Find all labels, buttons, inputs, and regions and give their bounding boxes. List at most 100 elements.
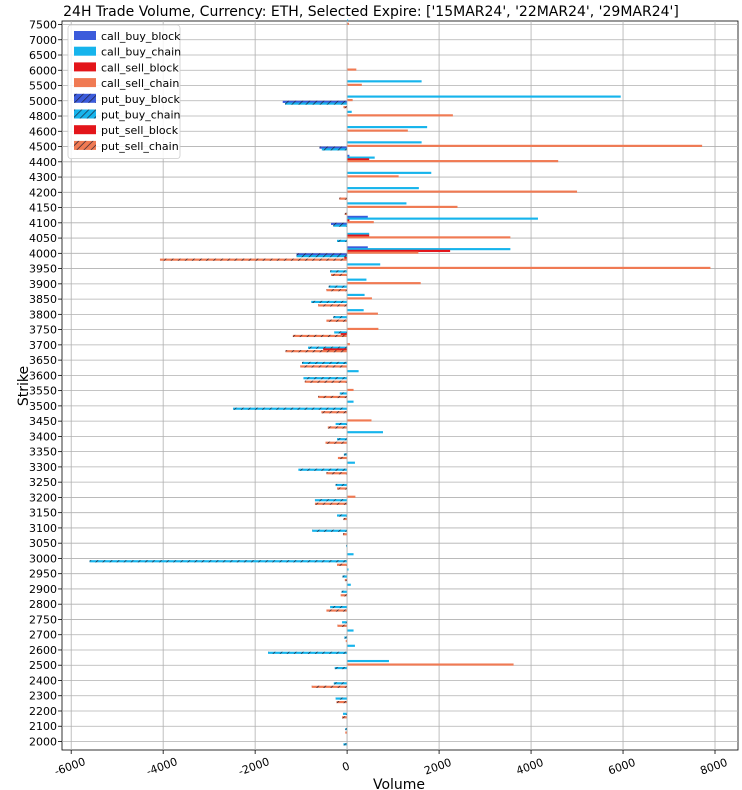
legend-label-put_buy_chain: put_buy_chain [101,109,181,122]
bar-call_sell_chain [347,266,711,269]
bar-hatch-put_sell_chain [325,441,348,444]
bar-hatch-put_sell_chain [336,487,348,490]
y-tick-label: 3650 [29,354,57,367]
bar-hatch-put_sell_chain [336,563,348,566]
bar-call_buy_chain [347,248,511,251]
bar-call_buy_chain [347,187,419,190]
legend-label-call_sell_chain: call_sell_chain [101,77,179,90]
bar-hatch-put_buy_chain [333,682,348,685]
legend: call_buy_block call_buy_chain call_sell_bl… [67,24,181,160]
bar-hatch-put_buy_chain [343,743,348,746]
y-tick-label: 2500 [29,659,57,672]
bar-hatch-put_sell_chain [326,609,348,612]
bar-call_buy_chain [347,400,354,403]
bar-hatch-put_buy_block [331,222,348,225]
x-tick-label: -6000 [53,755,87,778]
bar-hatch-put_buy_chain [311,300,348,304]
bar-hatch-put_buy_chain [312,529,348,532]
bar-hatch-put_buy_chain [328,285,348,288]
legend-swatch-call_buy_block [74,31,96,40]
bar-hatch-put_buy_chain [308,346,348,349]
bar-hatch-put_buy_chain [335,697,348,700]
bar-hatch-put_buy_chain [335,422,348,426]
x-tick-label: 8000 [698,756,729,778]
bar-call_sell_chain [347,221,374,224]
y-tick-label: 6500 [29,49,57,62]
bar-call_sell_block [347,234,370,237]
bar-call_sell_chain [347,68,357,71]
bar-call_sell_block [347,219,350,222]
bar-call_buy_chain [347,141,422,144]
y-tick-label: 3150 [29,507,57,520]
y-tick-label: 3500 [29,400,57,413]
y-tick-label: 5500 [29,80,57,93]
legend-label-call_buy_chain: call_buy_chain [101,46,181,59]
y-tick-label: 4100 [29,217,57,230]
bar-call_buy_chain [347,568,349,571]
legend-swatch-call_sell_block [74,62,96,72]
bar-call_sell_chain [347,343,350,346]
bar-hatch-put_sell_chain [311,685,348,688]
legend-label-put_sell_chain: put_sell_chain [101,140,179,153]
y-tick-label: 4500 [29,141,57,154]
bar-hatch-put_sell_chain [337,624,348,627]
y-tick-label: 4050 [29,232,57,245]
bar-call_buy_chain [347,171,432,174]
bar-hatch-put_sell_chain [344,212,348,215]
x-tick-label: 2000 [423,756,454,778]
bar-call_buy_block [347,154,350,157]
y-tick-label: 4400 [29,156,57,169]
bar-call_sell_chain [347,251,419,254]
chart-title: 24H Trade Volume, Currency: ETH, Selecte… [63,4,679,20]
bar-call_sell_chain [347,327,379,331]
bar-call_buy_chain [347,263,381,266]
bar-hatch-put_sell_chain [318,395,348,399]
bar-hatch-put_sell_chain [327,426,348,429]
y-tick-label: 7000 [29,34,57,47]
bar-hatch-put_buy_chain [89,560,348,563]
bar-call_sell_block [347,158,370,161]
bar-hatch-put_sell_chain [337,456,348,460]
bar-call_sell_chain [347,160,559,163]
bar-hatch-put_buy_chain [233,407,348,410]
bar-hatch-put_sell_chain [344,578,348,582]
bar-hatch-put_sell_chain [318,304,348,307]
bar-hatch-put_sell_chain [340,594,348,597]
bar-hatch-put_buy_block [282,100,348,103]
bar-hatch-put_buy_chain [285,102,348,105]
y-tick-label: 2000 [29,736,57,749]
bar-hatch-put_sell_chain [326,289,348,292]
bar-hatch-put_sell_chain [314,502,348,505]
bar-hatch-put_buy_chain [345,727,348,731]
y-tick-label: 2600 [29,644,57,657]
x-axis-label: Volume [373,777,425,790]
legend-label-put_sell_block: put_sell_block [101,124,179,137]
bar-call_sell_chain [347,190,578,193]
y-tick-label: 3200 [29,491,57,504]
x-tick-label: 6000 [606,756,637,778]
y-tick-label: 3550 [29,385,57,398]
y-tick-label: 2400 [29,674,57,687]
bar-hatch-put_buy_chain [314,499,348,502]
x-tick-label: 4000 [514,756,545,778]
bar-call_sell_chain [347,495,356,498]
bar-hatch-put_sell_chain [345,731,348,734]
bar-call_sell_chain [347,663,514,666]
y-tick-label: 4000 [29,247,57,260]
bar-hatch-put_buy_chain [334,666,348,670]
bar-put_sell_block [323,348,348,351]
bar-hatch-put_buy_chain [339,392,348,395]
bar-call_buy_chain [347,431,383,434]
legend-label-call_buy_block: call_buy_block [101,30,181,43]
bar-hatch-put_sell_chain [326,319,348,322]
bar-call_sell_chain [347,83,362,86]
plot-area: -6000 -4000 -2000 0 2000 4000 6000 8000 7500 7000… [29,19,739,778]
y-tick-label: 4800 [29,110,57,123]
y-tick-label: 2900 [29,583,57,596]
y-tick-label: 2800 [29,598,57,611]
y-tick-label: 3950 [29,263,57,276]
bar-call_sell_chain [347,99,353,102]
bar-hatch-put_sell_chain [326,472,348,475]
y-tick-label: 3300 [29,461,57,474]
bar-call_buy_chain [347,629,354,632]
